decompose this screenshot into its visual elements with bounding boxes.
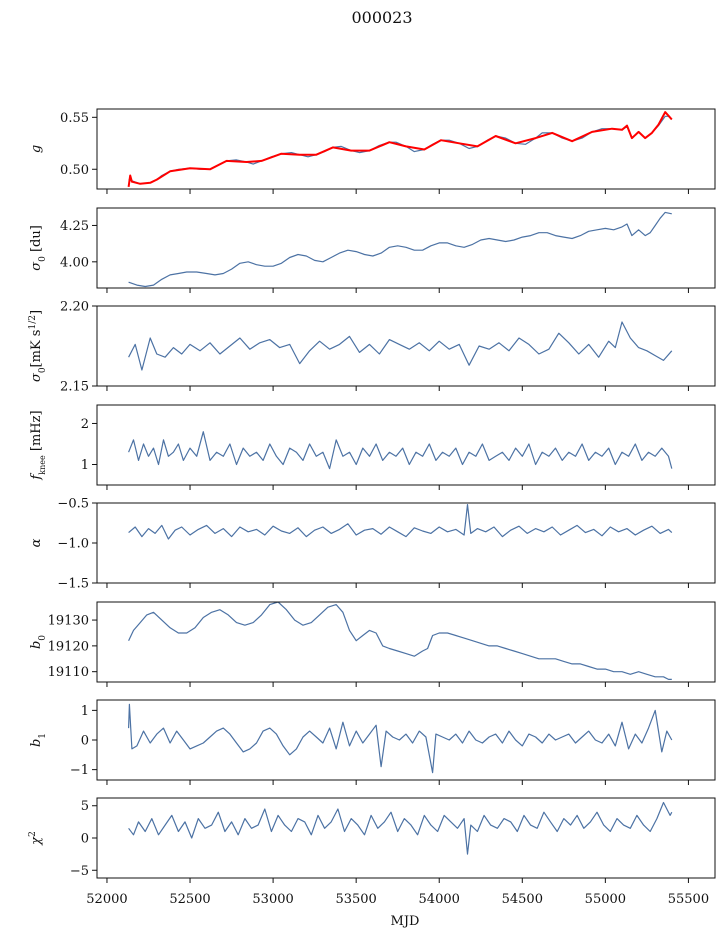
x-tick-label: 55500 [668, 892, 709, 907]
series-line [128, 504, 673, 540]
y-axis-label: fknee [mHz] [29, 410, 47, 480]
y-tick-label: 4.25 [60, 219, 89, 234]
y-axis-label: b1 [29, 733, 48, 747]
series-line [128, 321, 673, 371]
y-tick-label: 2 [81, 417, 89, 432]
y-tick-label: 5 [81, 799, 89, 814]
panel-frame [96, 601, 716, 683]
panel-alpha: −1.5 −1.0 −0.5 α [29, 497, 716, 592]
y-tick-label: 1 [81, 458, 89, 473]
x-axis: 52000 52500 53000 53500 54000 54500 55000 55500 [86, 892, 709, 907]
y-tick-label: 0 [81, 734, 89, 749]
y-axis-label: σ0 [du] [29, 225, 48, 271]
y-tick-label: 0.50 [60, 163, 89, 178]
y-tick-label: 2.20 [60, 300, 89, 315]
y-tick-label: −1.5 [57, 577, 89, 592]
panels: 0.50 0.55 g 4.00 4.25 σ0 [du] 2.15 2.20 σ0[mK s1… [28, 108, 716, 883]
y-axis-label: g [29, 145, 44, 153]
y-tick-label: 0.55 [60, 111, 89, 126]
panel-frame [96, 207, 716, 289]
y-axis-label: χ2 [28, 831, 44, 846]
panel-frame [96, 699, 716, 781]
y-tick-label: 2.15 [60, 380, 89, 395]
y-axis-label: σ0[mK s1/2] [28, 310, 48, 382]
panel-b1: −1 0 1 b1 [29, 699, 716, 785]
panel-frame [96, 108, 716, 190]
panel-sigma_mk: 2.15 2.20 σ0[mK s1/2] [28, 300, 716, 395]
panel-fknee: 1 2 fknee [mHz] [29, 404, 716, 490]
panel-sigma_du: 4.00 4.25 σ0 [du] [29, 207, 716, 293]
panel-frame [96, 797, 716, 879]
y-tick-label: −5 [70, 864, 89, 879]
x-tick-label: 53000 [252, 892, 293, 907]
x-tick-label: 52500 [169, 892, 210, 907]
series-line [128, 602, 672, 681]
y-tick-label: 19130 [48, 614, 89, 629]
panel-chi2: −5 0 5 χ2 [28, 797, 716, 883]
figure-title: 000023 [351, 8, 412, 27]
y-tick-label: 0 [81, 832, 89, 847]
series-line [128, 211, 672, 288]
y-tick-label: 19120 [48, 639, 89, 654]
y-tick-label: −1 [70, 763, 89, 778]
x-tick-label: 54000 [419, 892, 460, 907]
x-tick-label: 55000 [585, 892, 626, 907]
panel-frame [96, 502, 716, 584]
series-line [128, 801, 673, 855]
x-tick-label: 53500 [335, 892, 376, 907]
panel-frame [96, 404, 716, 486]
panel-g: 0.50 0.55 g [29, 108, 716, 194]
y-tick-label: 4.00 [60, 255, 89, 270]
panel-frame [96, 305, 716, 387]
y-axis-label: α [29, 538, 44, 547]
x-tick-label: 52000 [86, 892, 127, 907]
series-line [128, 115, 673, 185]
series-line [128, 703, 673, 774]
series-line [128, 431, 673, 470]
y-tick-label: −1.0 [57, 537, 89, 552]
x-tick-label: 54500 [502, 892, 543, 907]
y-tick-label: −0.5 [57, 497, 89, 512]
y-axis-label: b0 [29, 635, 48, 649]
y-tick-label: 19110 [48, 665, 89, 680]
x-axis-label: MJD [391, 914, 420, 929]
y-tick-label: 1 [81, 704, 89, 719]
series-line-fit [127, 111, 673, 188]
